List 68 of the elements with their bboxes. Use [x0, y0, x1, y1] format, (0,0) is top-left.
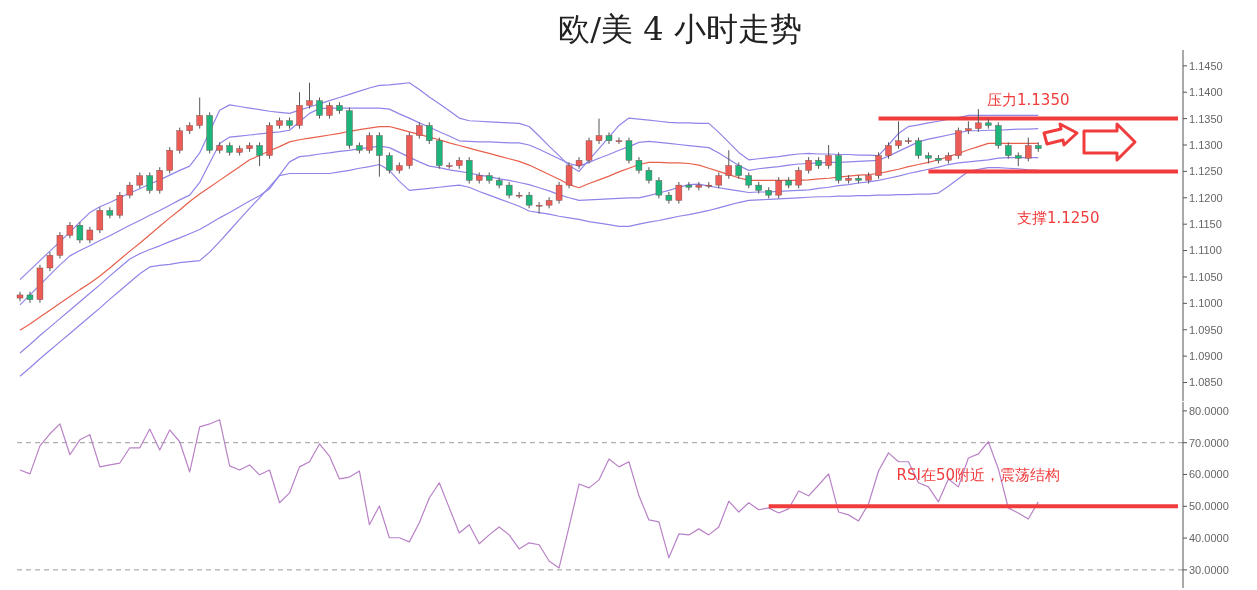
candlestick [196, 97, 203, 130]
candlestick [256, 141, 263, 167]
candlestick [915, 137, 922, 160]
y-tick-label: 1.1150 [1189, 218, 1222, 231]
y-tick-label: 50.0000 [1189, 500, 1229, 513]
y-tick-label: 1.1250 [1189, 165, 1223, 178]
candlestick [76, 221, 84, 244]
candlestick [166, 146, 173, 175]
y-tick-label: 1.1300 [1189, 138, 1223, 151]
candlestick [575, 156, 583, 170]
candlestick [995, 121, 1002, 150]
series-label: 压力1.1350 [987, 90, 1070, 109]
candlestick [296, 91, 303, 130]
y-tick-label: 1.1100 [1189, 244, 1222, 257]
y-tick-label: 1.1450 [1189, 59, 1223, 72]
candlestick [386, 151, 393, 175]
candlestick [376, 131, 383, 178]
candlestick [775, 176, 782, 199]
candlestick [625, 137, 633, 164]
y-tick-label: 1.0950 [1189, 323, 1223, 336]
candlestick [605, 131, 613, 145]
candlestick [795, 166, 802, 189]
candlestick [1025, 137, 1032, 162]
y-tick-label: 40.0000 [1189, 531, 1229, 544]
candlestick [176, 127, 183, 154]
candlestick [316, 97, 323, 120]
y-tick-label: 60.0000 [1189, 468, 1229, 481]
candlestick [426, 121, 433, 145]
candlestick [366, 131, 373, 154]
candlestick [46, 251, 54, 272]
candlestick [585, 137, 593, 164]
y-tick-label: 1.1400 [1189, 86, 1223, 99]
y-tick-label: 1.1350 [1189, 112, 1223, 125]
candlestick [875, 151, 882, 180]
y-tick-label: 1.0900 [1189, 350, 1223, 363]
candlestick [595, 118, 603, 145]
candlestick [156, 166, 163, 195]
candlestick [685, 181, 693, 191]
candlestick [615, 137, 623, 145]
candlestick [675, 181, 683, 205]
candlestick [895, 120, 902, 150]
y-tick-label: 30.0000 [1189, 563, 1229, 576]
candlestick [466, 156, 473, 185]
chart-title: 欧/美 4 小时走势 [557, 9, 803, 50]
candlestick [825, 144, 832, 170]
candlestick [96, 206, 104, 234]
candlestick [555, 181, 563, 205]
text: 支撑1.1250 [1016, 209, 1100, 228]
candlestick [146, 171, 153, 195]
candlestick [545, 196, 553, 209]
y-tick-label: 1.1000 [1189, 297, 1223, 310]
candlestick [725, 149, 732, 180]
y-tick-label: 1.1050 [1189, 270, 1223, 283]
candlestick [975, 108, 982, 133]
y-tick-label: 70.0000 [1189, 436, 1229, 449]
candlestick [306, 82, 313, 110]
candlestick [56, 231, 64, 259]
y-tick-label: 1.0850 [1189, 376, 1223, 389]
y-tick-label: 1.1200 [1189, 191, 1223, 204]
candlestick [665, 191, 673, 205]
candlestick [535, 201, 543, 215]
candlestick [565, 161, 573, 189]
candlestick [116, 191, 124, 219]
y-tick-label: 80.0000 [1189, 404, 1229, 417]
candlestick [515, 191, 523, 199]
candlestick [655, 176, 663, 199]
series-label: RSI在50附近，震荡结构 [896, 466, 1061, 485]
candlestick [26, 291, 34, 304]
